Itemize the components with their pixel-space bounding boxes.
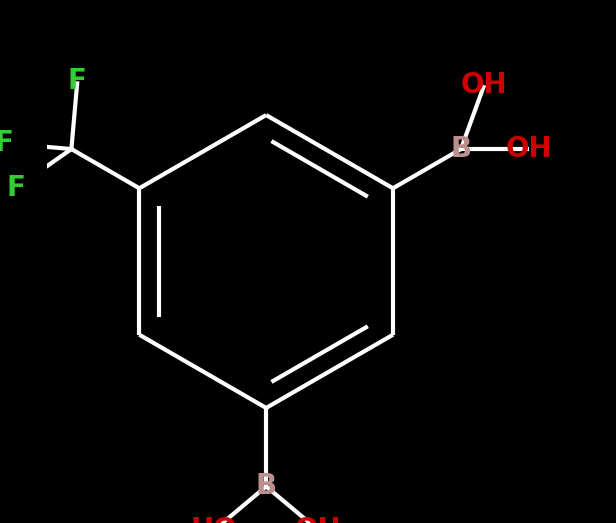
Text: OH: OH [295,516,341,523]
Text: F: F [68,67,87,95]
Text: F: F [6,174,25,202]
Text: HO: HO [191,516,237,523]
Text: B: B [450,135,471,163]
Text: B: B [256,472,277,501]
Text: F: F [0,129,13,157]
Text: OH: OH [506,135,552,163]
Text: OH: OH [461,71,508,99]
